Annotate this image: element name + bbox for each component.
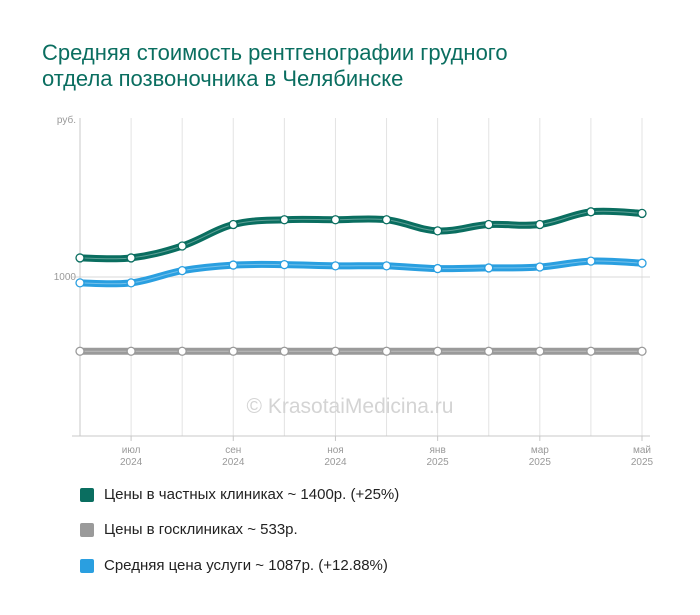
- data-point-average-price: [228, 260, 238, 270]
- y-tick-label: 1000: [54, 272, 77, 283]
- data-point-private-clinics: [432, 226, 443, 236]
- y-axis-unit-label: руб.: [57, 114, 76, 126]
- x-tick-label-month: мар: [531, 445, 549, 456]
- data-point-private-clinics: [279, 215, 290, 225]
- axis-labels: 1000руб.июл2024сен2024ноя2024янв2025мар2…: [54, 114, 654, 468]
- x-tick-label-year: 2025: [529, 457, 552, 468]
- data-point-private-clinics: [75, 253, 85, 263]
- data-point-average-price: [484, 263, 494, 273]
- data-point-private-clinics: [177, 241, 187, 251]
- data-point-public-clinics: [381, 346, 392, 356]
- x-tick-label-month: янв: [430, 445, 446, 456]
- data-point-average-price: [75, 278, 85, 288]
- x-tick-label-month: июл: [122, 445, 141, 456]
- price-line-chart: 1000руб.июл2024сен2024ноя2024янв2025мар2…: [54, 114, 654, 468]
- data-point-average-price: [177, 265, 187, 276]
- x-tick-label-month: ноя: [327, 445, 344, 456]
- data-point-public-clinics: [228, 346, 238, 356]
- data-point-public-clinics: [586, 346, 596, 356]
- data-point-average-price: [330, 261, 341, 271]
- data-point-private-clinics: [126, 253, 136, 263]
- x-tick-label-year: 2025: [427, 457, 450, 468]
- data-point-private-clinics: [228, 219, 238, 230]
- data-point-public-clinics: [279, 346, 290, 356]
- x-tick-label-year: 2024: [324, 457, 347, 468]
- x-tick-label-month: сен: [225, 445, 241, 456]
- series-line-average-price: [76, 257, 646, 288]
- data-point-private-clinics: [535, 219, 545, 230]
- data-point-public-clinics: [637, 346, 647, 356]
- data-point-average-price: [432, 263, 443, 274]
- data-point-public-clinics: [432, 346, 443, 356]
- legend-swatch-private: [80, 488, 94, 502]
- data-point-average-price: [381, 261, 392, 271]
- x-tick-label-month: май: [633, 445, 651, 456]
- x-tick-label-year: 2025: [631, 457, 654, 468]
- data-point-public-clinics: [177, 346, 187, 356]
- legend-label-private: Цены в частных клиниках ~ 1400р. (+25%): [104, 486, 400, 503]
- grid-lines: [72, 118, 650, 436]
- chart-title: Средняя стоимость рентгенографии грудног…: [42, 40, 642, 92]
- legend-label-public: Цены в госклиниках ~ 533р.: [104, 521, 298, 538]
- legend-label-average: Средняя цена услуги ~ 1087р. (+12.88%): [104, 557, 388, 574]
- data-point-public-clinics: [126, 346, 136, 356]
- data-point-private-clinics: [381, 215, 392, 225]
- data-point-public-clinics: [75, 346, 85, 356]
- data-point-average-price: [535, 262, 545, 272]
- x-tick-label-year: 2024: [222, 457, 245, 468]
- legend-swatch-public: [80, 523, 94, 537]
- data-point-private-clinics: [586, 207, 596, 217]
- data-point-average-price: [637, 258, 647, 268]
- data-point-average-price: [126, 278, 136, 288]
- data-point-public-clinics: [330, 346, 341, 356]
- data-point-public-clinics: [535, 346, 545, 356]
- chart-title-line-2: отдела позвоночника в Челябинске: [42, 66, 404, 91]
- data-point-average-price: [586, 256, 596, 266]
- data-point-private-clinics: [637, 208, 647, 219]
- data-point-private-clinics: [484, 219, 494, 230]
- x-tick-label-year: 2024: [120, 457, 143, 468]
- chart-title-line-1: Средняя стоимость рентгенографии грудног…: [42, 40, 508, 65]
- legend-swatch-average: [80, 559, 94, 573]
- axes: [72, 118, 650, 441]
- data-point-public-clinics: [484, 346, 494, 356]
- data-points: [75, 207, 647, 356]
- data-point-average-price: [279, 259, 290, 270]
- series-lines: [76, 207, 646, 355]
- data-point-private-clinics: [330, 215, 341, 225]
